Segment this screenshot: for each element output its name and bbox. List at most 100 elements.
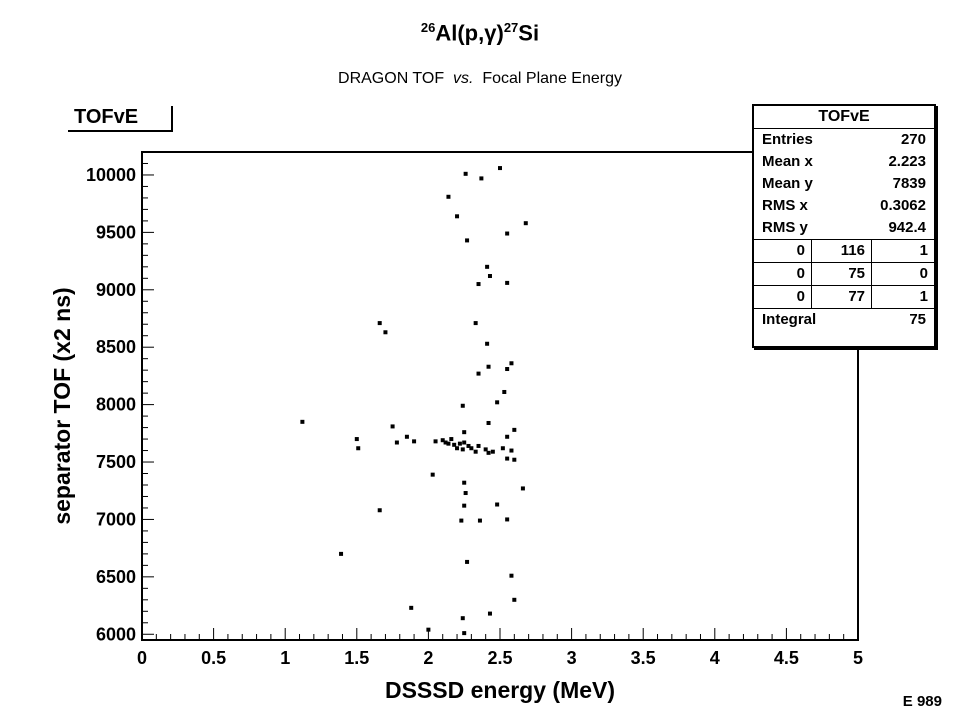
data-point — [495, 502, 500, 507]
y-tick-label: 6500 — [96, 567, 136, 587]
data-point — [486, 364, 491, 369]
stats-grid-row: 0 75 0 — [754, 263, 934, 286]
data-point — [446, 441, 451, 446]
data-point — [409, 605, 414, 610]
data-point — [523, 221, 528, 226]
stat-value: 2.223 — [888, 153, 926, 170]
stat-row-entries: Entries 270 — [754, 129, 934, 151]
data-point — [498, 166, 502, 171]
mass-number-al: 26 — [420, 20, 436, 35]
slide-subtitle: DRAGON TOF vs. Focal Plane Energy — [0, 70, 960, 88]
data-point — [505, 434, 510, 439]
data-point — [455, 446, 460, 451]
title-element-si: Si — [518, 20, 540, 46]
stat-row-integral: Integral 75 — [754, 309, 934, 331]
subtitle-tof: DRAGON TOF — [338, 70, 445, 87]
data-point — [300, 419, 305, 424]
grid-cell: 0 — [754, 263, 812, 285]
data-point — [462, 480, 467, 485]
plot-frame — [141, 151, 859, 641]
x-tick-label: 3 — [567, 648, 577, 668]
stats-title: TOFvE — [754, 106, 934, 129]
data-point — [487, 611, 492, 616]
data-point — [462, 503, 467, 508]
grid-cell: 1 — [919, 242, 928, 259]
data-point — [460, 447, 465, 452]
data-point — [487, 274, 492, 279]
data-point — [486, 450, 491, 455]
grid-cell: 77 — [812, 286, 872, 308]
data-point — [433, 439, 438, 444]
stats-box: TOFvE Entries 270 Mean x 2.223 Mean y 7839 … — [752, 104, 936, 348]
stat-value: 7839 — [892, 175, 926, 192]
slide-code: E 989 — [902, 693, 942, 710]
grid-cell: 1 — [919, 288, 928, 305]
data-point — [404, 434, 409, 439]
data-point — [426, 627, 431, 632]
data-point — [509, 361, 514, 366]
data-point — [377, 321, 382, 326]
data-point — [394, 440, 399, 445]
data-point — [430, 472, 435, 477]
y-tick-label: 6000 — [96, 624, 136, 644]
data-point — [505, 280, 510, 285]
data-point — [390, 424, 395, 429]
data-point — [512, 597, 517, 602]
data-point — [412, 439, 417, 444]
grid-cell: 75 — [812, 263, 872, 285]
stat-label: RMS x — [762, 197, 808, 214]
data-point — [354, 437, 359, 442]
x-tick-label: 4.5 — [774, 648, 799, 668]
stat-value: 0.3062 — [880, 197, 926, 214]
stat-value: 942.4 — [888, 219, 926, 236]
data-point — [473, 321, 478, 326]
data-point — [449, 437, 454, 442]
data-point — [465, 238, 470, 243]
data-point — [460, 616, 465, 621]
title-close-paren: ) — [496, 20, 504, 46]
data-point — [505, 231, 510, 236]
data-point — [457, 441, 462, 446]
y-tick-label: 7000 — [96, 509, 136, 529]
histogram-name-tag: TOFvE — [68, 106, 173, 132]
data-point — [459, 518, 464, 523]
data-point — [479, 176, 484, 181]
stats-grid-row: 0 116 1 — [754, 240, 934, 263]
stat-label: Mean x — [762, 153, 813, 170]
y-tick-label: 8500 — [96, 337, 136, 357]
x-tick-label: 0.5 — [201, 648, 226, 668]
data-point — [495, 400, 500, 405]
grid-cell: 116 — [812, 240, 872, 262]
stat-label: Integral — [762, 311, 817, 328]
grid-cell: 0 — [754, 240, 812, 262]
data-point — [485, 264, 490, 269]
stat-row-mean-x: Mean x 2.223 — [754, 151, 934, 173]
stat-label: RMS y — [762, 219, 808, 236]
data-point — [469, 446, 474, 451]
stat-value: 270 — [900, 131, 926, 148]
grid-cell: 0 — [919, 265, 928, 282]
y-tick-label: 10000 — [86, 165, 136, 185]
data-point — [509, 573, 514, 578]
y-tick-label: 9000 — [96, 280, 136, 300]
data-point — [509, 448, 514, 453]
data-point — [473, 449, 478, 454]
stat-row-mean-y: Mean y 7839 — [754, 173, 934, 195]
data-point — [455, 214, 460, 219]
x-tick-label: 2.5 — [487, 648, 512, 668]
x-tick-label: 1 — [280, 648, 290, 668]
data-point — [520, 486, 525, 491]
x-tick-label: 1.5 — [344, 648, 369, 668]
slide-title: 26Al(p,γ)27Si — [0, 20, 960, 46]
title-element-al: Al(p, — [435, 20, 485, 46]
stats-grid-row: 0 77 1 — [754, 286, 934, 309]
data-point — [446, 194, 451, 199]
data-point — [485, 341, 490, 346]
data-point — [512, 427, 517, 432]
data-point — [440, 438, 445, 443]
data-point — [476, 282, 481, 287]
stat-value: 75 — [909, 311, 926, 328]
x-tick-label: 5 — [853, 648, 863, 668]
stat-row-rms-y: RMS y 942.4 — [754, 217, 934, 239]
